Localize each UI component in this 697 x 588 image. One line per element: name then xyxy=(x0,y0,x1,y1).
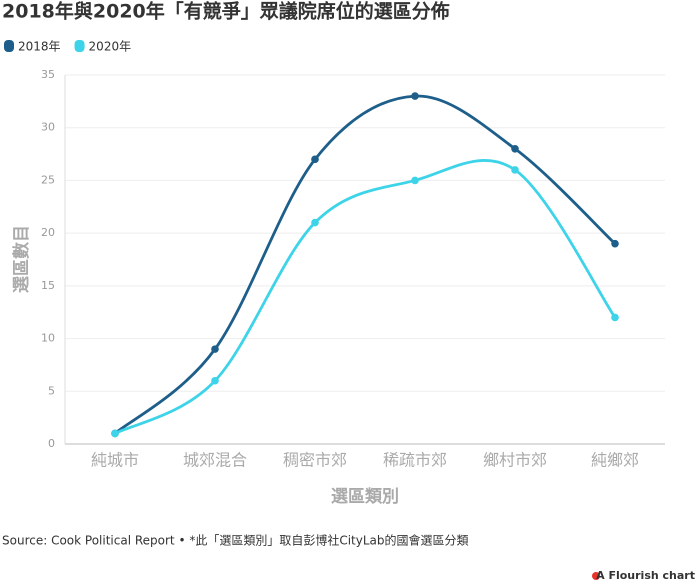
y-tick-label: 25 xyxy=(41,173,55,186)
series-line xyxy=(114,159,617,435)
x-tick-label: 稠密市郊 xyxy=(283,451,347,470)
x-tick-label: 純城市 xyxy=(91,451,139,470)
data-point xyxy=(311,218,319,227)
legend-swatch xyxy=(74,40,85,52)
x-tick-label: 稀疏市郊 xyxy=(383,451,447,470)
credit[interactable]: A Flourish chart xyxy=(596,569,695,582)
y-tick-label: 35 xyxy=(41,68,55,81)
legend-label: 2020年 xyxy=(89,40,132,54)
x-axis-label: 選區類別 xyxy=(331,487,399,507)
legend-label: 2018年 xyxy=(18,40,61,54)
data-point xyxy=(411,176,419,185)
data-point xyxy=(311,155,319,164)
data-point xyxy=(611,313,619,322)
x-tick-label: 純鄉郊 xyxy=(591,451,639,470)
y-tick-label: 20 xyxy=(41,226,55,239)
y-tick-label: 15 xyxy=(41,279,55,292)
legend-swatch xyxy=(4,40,14,52)
flourish-logo xyxy=(592,572,600,580)
y-tick-label: 0 xyxy=(48,437,55,450)
chart-title: 2018年與2020年「有競爭」眾議院席位的選區分佈 xyxy=(2,0,450,23)
source-note: Source: Cook Political Report • *此「選區類別」… xyxy=(2,533,469,548)
y-tick-label: 10 xyxy=(41,332,55,345)
data-point xyxy=(111,429,119,438)
x-tick-label: 城郊混合 xyxy=(183,451,247,470)
data-point xyxy=(411,92,419,100)
y-axis-label: 選區數目 xyxy=(11,225,32,293)
x-tick-label: 鄉村市郊 xyxy=(483,451,547,470)
data-point xyxy=(611,239,619,248)
series-line xyxy=(114,94,616,435)
data-point xyxy=(511,166,519,174)
data-point xyxy=(211,345,219,353)
data-point xyxy=(211,376,219,385)
data-point xyxy=(511,145,519,153)
y-tick-label: 30 xyxy=(41,121,55,134)
y-tick-label: 5 xyxy=(48,384,55,397)
